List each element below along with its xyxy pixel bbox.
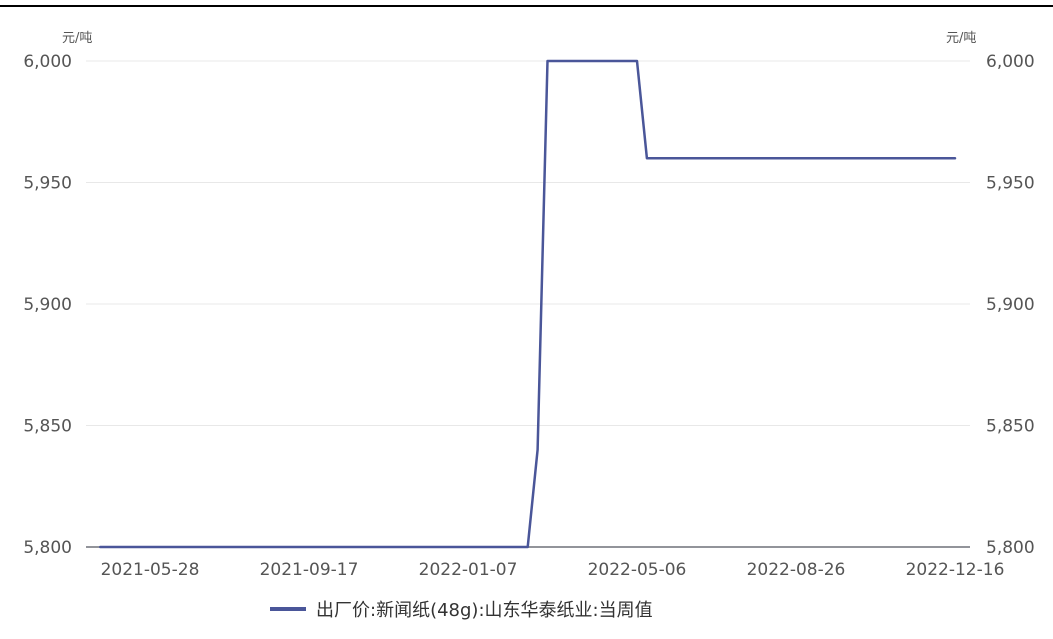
x-tick-label: 2022-05-06 (588, 560, 687, 580)
y-tick-label-left: 5,950 (23, 174, 72, 194)
legend-swatch (270, 607, 306, 611)
y-axis-right: 5,800 5,850 5,900 5,950 6,000 (986, 52, 1035, 558)
y-tick-label-left: 5,800 (23, 538, 72, 558)
y-tick-label-right: 5,900 (986, 295, 1035, 315)
x-tick-label: 2022-08-26 (747, 560, 846, 580)
x-tick-label: 2022-01-07 (419, 560, 518, 580)
x-tick-label: 2022-12-16 (906, 560, 1005, 580)
y-tick-label-right: 5,800 (986, 538, 1035, 558)
y-tick-label-right: 6,000 (986, 52, 1035, 72)
y-tick-label-left: 5,900 (23, 295, 72, 315)
x-tick-label: 2021-05-28 (101, 560, 200, 580)
left-unit-label: 元/吨 (62, 31, 92, 46)
x-axis: 2021-05-28 2021-09-17 2022-01-07 2022-05-06… (101, 560, 1005, 580)
legend: 出厂价:新闻纸(48g):山东华泰纸业:当周值 (270, 596, 653, 622)
right-unit-label: 元/吨 (946, 31, 976, 46)
y-tick-label-left: 6,000 (23, 52, 72, 72)
series-line (99, 59, 957, 549)
x-tick-label: 2021-09-17 (260, 560, 359, 580)
legend-label: 出厂价:新闻纸(48g):山东华泰纸业:当周值 (316, 600, 653, 621)
grid-lines (86, 60, 970, 548)
y-axis-left: 5,800 5,850 5,900 5,950 6,000 (23, 52, 72, 558)
y-tick-label-right: 5,850 (986, 417, 1035, 437)
y-tick-label-right: 5,950 (986, 174, 1035, 194)
y-tick-label-left: 5,850 (23, 417, 72, 437)
series-layer (99, 59, 957, 549)
